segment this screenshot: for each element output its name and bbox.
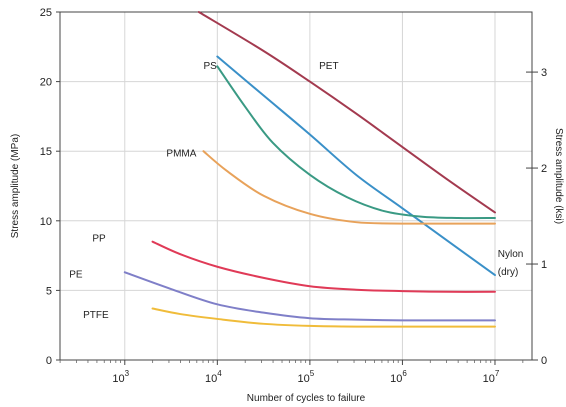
series-line-pp: [151, 240, 496, 293]
series-label-pmma: PMMA: [166, 149, 196, 160]
series-line-pe: [123, 271, 496, 322]
series-label-ps: PS: [203, 61, 217, 72]
series-line-pet: [197, 11, 496, 214]
y2-tick-label: 0: [541, 355, 547, 367]
series-label-pe: PE: [69, 270, 83, 281]
series-line-ptfe: [151, 307, 496, 328]
series-layer: [123, 11, 496, 328]
series-line-unlabeled: [216, 65, 496, 220]
y-tick-label: 20: [40, 77, 52, 89]
x-tick-label: 106: [390, 369, 407, 385]
series-line-ps: [216, 55, 496, 277]
series-label-nylon: (dry): [498, 267, 519, 278]
y-tick-label: 0: [46, 355, 52, 367]
series-label-ptfe: PTFE: [83, 310, 109, 321]
y2-axis-title: Stress amplitude (ksi): [553, 128, 564, 224]
ticks-layer: 0 5 10 15 20 25 103 104 105 106 107 0 1 2 3: [40, 7, 547, 385]
y-axis-title: Stress amplitude (MPa): [10, 134, 21, 238]
x-tick-label: 104: [205, 369, 222, 385]
plot-area: [59, 11, 533, 361]
grid-layer: [60, 12, 532, 360]
x-axis-title: Number of cycles to failure: [247, 393, 366, 404]
y2-tick-label: 1: [541, 259, 547, 271]
x-tick-label: 105: [298, 369, 315, 385]
y2-tick-label: 2: [541, 163, 547, 175]
series-label-pp: PP: [92, 234, 106, 245]
y-tick-label: 15: [40, 146, 52, 158]
series-label-nylon: Nylon: [498, 249, 524, 260]
y-tick-label: 25: [40, 7, 52, 19]
series-label-pet: PET: [319, 61, 338, 72]
x-tick-label: 107: [483, 369, 500, 385]
labels-layer: PET PS PMMA PP PE PTFE Nylon (dry): [69, 61, 523, 321]
x-tick-label: 103: [112, 369, 129, 385]
y2-tick-label: 3: [541, 67, 547, 79]
y-tick-label: 10: [40, 216, 52, 228]
series-line-pmma: [202, 150, 496, 225]
y-tick-label: 5: [46, 285, 52, 297]
